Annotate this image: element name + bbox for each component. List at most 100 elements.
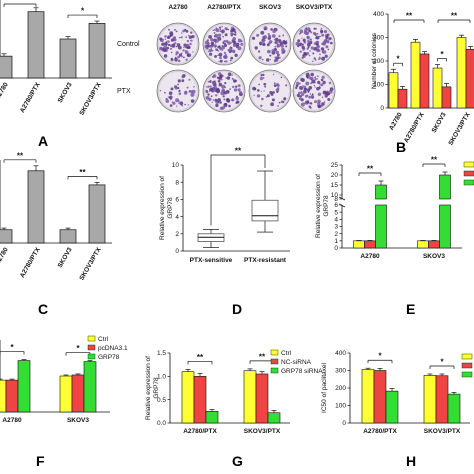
colony-dot (264, 27, 266, 30)
y-axis-title: Relative expression ofGRP78 (159, 176, 174, 240)
colony-dot (233, 88, 238, 92)
colony-dot (273, 38, 276, 41)
colony-dot (320, 31, 323, 34)
bar-A2780/PTX-series-2 (385, 390, 399, 424)
colony-dot (321, 96, 324, 99)
significance-0-label: * (10, 343, 14, 352)
well-1-3 (292, 69, 336, 113)
colony-dot (211, 43, 214, 47)
bar-A2780/PTX-series-1 (193, 376, 207, 424)
y-tick-label-4: 4 (334, 217, 338, 224)
bar-A2780-series-1 (364, 240, 376, 249)
colony-dot (164, 35, 167, 38)
colony-dot (317, 99, 321, 104)
colony-dot (207, 80, 210, 83)
colony-dot (178, 36, 181, 39)
y-tick-label-11: 25 (331, 162, 339, 169)
colony-dot (226, 76, 231, 80)
panel-letter-F: F (36, 453, 45, 469)
colony-dot (270, 28, 273, 31)
colony-dot (275, 48, 278, 51)
colony-dot (215, 103, 219, 108)
colony-dot (265, 96, 268, 98)
colony-dot (233, 33, 236, 36)
y-tick-label-4: 400 (373, 11, 384, 18)
bar-A2780-series-2 (17, 360, 31, 413)
colony-dot (213, 86, 218, 90)
colony-dot (237, 46, 242, 51)
colony-dot (296, 93, 300, 97)
colony-dot (231, 74, 233, 76)
colony-dot (259, 44, 261, 46)
colony-dot (256, 94, 261, 98)
panel-letter-H: H (406, 453, 416, 469)
colony-dot (170, 38, 174, 42)
colony-dot (319, 35, 321, 38)
x-tick-label-3: SKOV3/PTX (447, 111, 472, 147)
colony-dot (280, 100, 284, 104)
colony-dot (180, 36, 183, 39)
colony-dot (229, 59, 232, 62)
bar-SKOV3-series-0 (59, 375, 73, 413)
x-tick-label-0: A2780/PTX (363, 428, 397, 435)
colony-dot (236, 100, 239, 104)
colony-dot (172, 36, 176, 40)
colony-dot (221, 33, 223, 35)
colony-dot (224, 43, 226, 45)
colony-dot (181, 32, 183, 34)
colony-dot (305, 27, 308, 30)
significance-0-label: ** (367, 165, 374, 174)
colony-dot (281, 41, 284, 44)
bar-A2780-series-1 (397, 88, 408, 109)
colony-dot (167, 96, 170, 98)
colony-dot (273, 84, 277, 87)
colony-dot (260, 73, 264, 77)
x-tick-label-0: A2780 (0, 246, 10, 266)
colony-dot (239, 91, 243, 94)
legend-label-1: pcDNA3.1 (98, 345, 128, 352)
legend-label-0: Ctrl (281, 350, 292, 357)
well-1-2 (248, 69, 292, 113)
colony-dot (306, 101, 310, 104)
significance-1-label: * (76, 344, 80, 353)
colony-dot (186, 86, 189, 89)
colony-dot (216, 88, 220, 93)
colony-dot (175, 98, 180, 103)
y-axis-title: IC50 of paclitaxel (321, 363, 328, 413)
colony-dot (224, 86, 226, 89)
bar-A2780/PTX-series-1 (419, 53, 430, 109)
colony-dot (262, 43, 266, 46)
y-tick-label-1: 2 (175, 231, 179, 238)
colony-dot (300, 102, 305, 107)
colony-dot (301, 37, 303, 39)
bar-SKOV3-series-0 (417, 240, 429, 249)
colony-dot (299, 82, 301, 85)
bar-SKOV3/PTX-series-0 (243, 370, 257, 424)
colony-dot (307, 42, 311, 47)
colony-dot (269, 58, 271, 61)
colony-dot (221, 88, 226, 93)
colony-dot (171, 43, 176, 48)
y-axis-title-line-2: GRP78 (153, 377, 160, 399)
y-tick-label-0: 0 (175, 248, 179, 255)
colony-dot (299, 86, 304, 90)
colony-dot (183, 46, 185, 49)
colony-dot (310, 46, 314, 50)
colony-dot (189, 42, 192, 46)
colony-dot (238, 38, 240, 40)
colony-dot (304, 94, 308, 98)
colony-dot (266, 94, 270, 98)
colony-dot (232, 28, 236, 32)
colony-dot (316, 78, 318, 80)
colony-dot (237, 88, 241, 92)
colony-dot (278, 101, 281, 104)
colony-dot (209, 52, 213, 56)
inner-significance-2-label: * (440, 50, 444, 59)
colony-dot (308, 86, 313, 90)
colony-dot (277, 105, 279, 107)
colony-dot (219, 29, 222, 31)
colony-dot (328, 37, 332, 41)
colony-dot (205, 89, 209, 93)
